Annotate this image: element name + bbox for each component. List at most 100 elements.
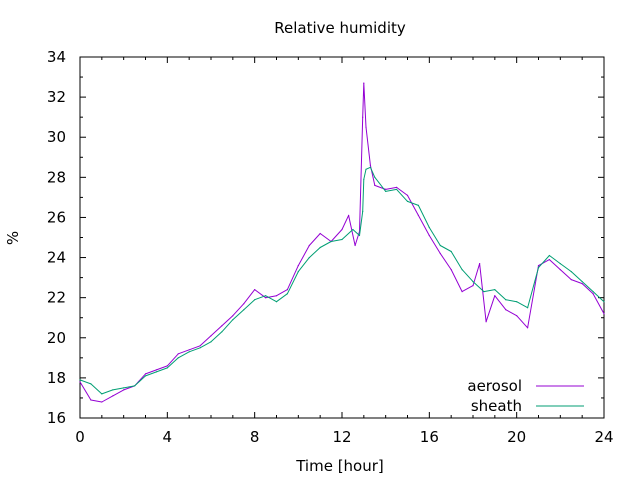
- data-point-sheath: [144, 375, 147, 377]
- data-point-aerosol: [396, 186, 398, 188]
- data-point-aerosol: [527, 327, 529, 329]
- y-tick-label: 16: [47, 409, 66, 427]
- x-tick-label: 16: [420, 428, 439, 446]
- data-point-aerosol: [472, 285, 474, 287]
- data-point-sheath: [101, 393, 103, 395]
- data-point-aerosol: [177, 353, 179, 355]
- data-point-sheath: [592, 291, 594, 293]
- y-tick-label: 20: [47, 329, 66, 347]
- data-point-aerosol: [479, 263, 481, 265]
- data-point-aerosol: [79, 381, 81, 383]
- data-point-sheath: [450, 250, 452, 253]
- y-tick-label: 22: [47, 289, 66, 307]
- data-point-aerosol: [232, 315, 234, 317]
- data-point-sheath: [341, 238, 343, 241]
- y-tick-label: 26: [47, 208, 66, 226]
- data-point-aerosol: [188, 349, 190, 351]
- data-point-sheath: [570, 271, 572, 273]
- data-point-aerosol: [319, 232, 321, 235]
- series-aerosol: [79, 82, 605, 403]
- data-point-sheath: [221, 331, 223, 333]
- data-point-aerosol: [428, 234, 430, 237]
- data-point-aerosol: [297, 265, 299, 267]
- data-point-aerosol: [221, 325, 223, 327]
- plot-area: 0 4 8 12 16 20 24 16 18 20 22 24 26 28 30 32 34: [47, 48, 614, 446]
- data-point-aerosol: [406, 194, 409, 196]
- series-line-sheath: [79, 166, 605, 395]
- data-point-sheath: [417, 204, 419, 206]
- data-point-aerosol: [308, 244, 310, 247]
- data-point-aerosol: [210, 335, 212, 337]
- data-point-sheath: [494, 289, 496, 291]
- data-point-sheath: [483, 291, 485, 293]
- data-point-sheath: [461, 269, 463, 271]
- data-point-aerosol: [90, 399, 92, 401]
- data-point-sheath: [548, 254, 551, 257]
- data-point-sheath: [330, 240, 332, 243]
- series-line-aerosol: [79, 82, 605, 403]
- data-point-sheath: [199, 347, 201, 349]
- legend-label-sheath: sheath: [471, 397, 522, 415]
- legend-label-aerosol: aerosol: [467, 377, 522, 395]
- data-point-sheath: [472, 281, 474, 283]
- data-point-aerosol: [581, 283, 583, 285]
- y-tick-label: 24: [47, 249, 66, 267]
- data-point-aerosol: [461, 291, 463, 293]
- data-point-aerosol: [265, 297, 267, 299]
- data-point-aerosol: [548, 259, 551, 261]
- data-point-sheath: [603, 301, 605, 303]
- data-point-aerosol: [243, 303, 245, 305]
- data-point-sheath: [188, 351, 190, 353]
- data-point-aerosol: [354, 244, 356, 247]
- data-point-sheath: [365, 168, 367, 170]
- data-point-sheath: [559, 263, 561, 265]
- data-point-aerosol: [485, 321, 487, 323]
- data-point-sheath: [319, 246, 321, 249]
- data-point-aerosol: [450, 269, 452, 271]
- y-axis-label: %: [4, 231, 22, 245]
- data-point-sheath: [308, 257, 310, 259]
- chart-title: Relative humidity: [274, 19, 406, 37]
- data-point-aerosol: [155, 369, 157, 371]
- data-point-sheath: [243, 309, 245, 311]
- data-point-sheath: [362, 210, 364, 212]
- data-point-sheath: [516, 301, 518, 303]
- x-tick-label: 20: [507, 428, 526, 446]
- series-sheath: [79, 166, 605, 395]
- data-point-sheath: [79, 379, 81, 381]
- y-tick-label: 34: [47, 48, 66, 66]
- y-tick-label: 30: [47, 128, 66, 146]
- data-point-sheath: [374, 176, 376, 178]
- plot-frame: [79, 56, 605, 419]
- x-axis-label: Time [hour]: [295, 457, 384, 475]
- y-tick-label: 28: [47, 168, 66, 186]
- data-point-sheath: [369, 166, 371, 168]
- data-point-sheath: [352, 228, 354, 231]
- data-point-aerosol: [341, 228, 343, 231]
- data-point-aerosol: [144, 373, 147, 375]
- data-point-aerosol: [166, 365, 168, 367]
- y-tick-label: 18: [47, 369, 66, 387]
- data-point-sheath: [385, 190, 387, 192]
- data-point-aerosol: [537, 265, 540, 267]
- data-point-aerosol: [439, 252, 441, 255]
- data-point-aerosol: [123, 389, 125, 391]
- data-point-sheath: [254, 299, 256, 301]
- data-point-sheath: [112, 389, 114, 391]
- x-tick-label: 0: [75, 428, 85, 446]
- data-point-sheath: [90, 383, 92, 385]
- data-point-sheath: [406, 200, 409, 202]
- data-point-sheath: [527, 307, 529, 309]
- data-point-sheath: [505, 299, 507, 301]
- data-point-aerosol: [570, 279, 572, 281]
- data-point-aerosol: [516, 315, 518, 317]
- data-point-sheath: [396, 188, 398, 190]
- data-point-aerosol: [417, 214, 419, 216]
- data-point-sheath: [363, 178, 365, 180]
- data-point-sheath: [537, 267, 540, 269]
- x-tick-label: 12: [332, 428, 351, 446]
- data-point-aerosol: [101, 401, 103, 403]
- data-point-aerosol: [348, 214, 350, 216]
- y-tick-label: 32: [47, 88, 66, 106]
